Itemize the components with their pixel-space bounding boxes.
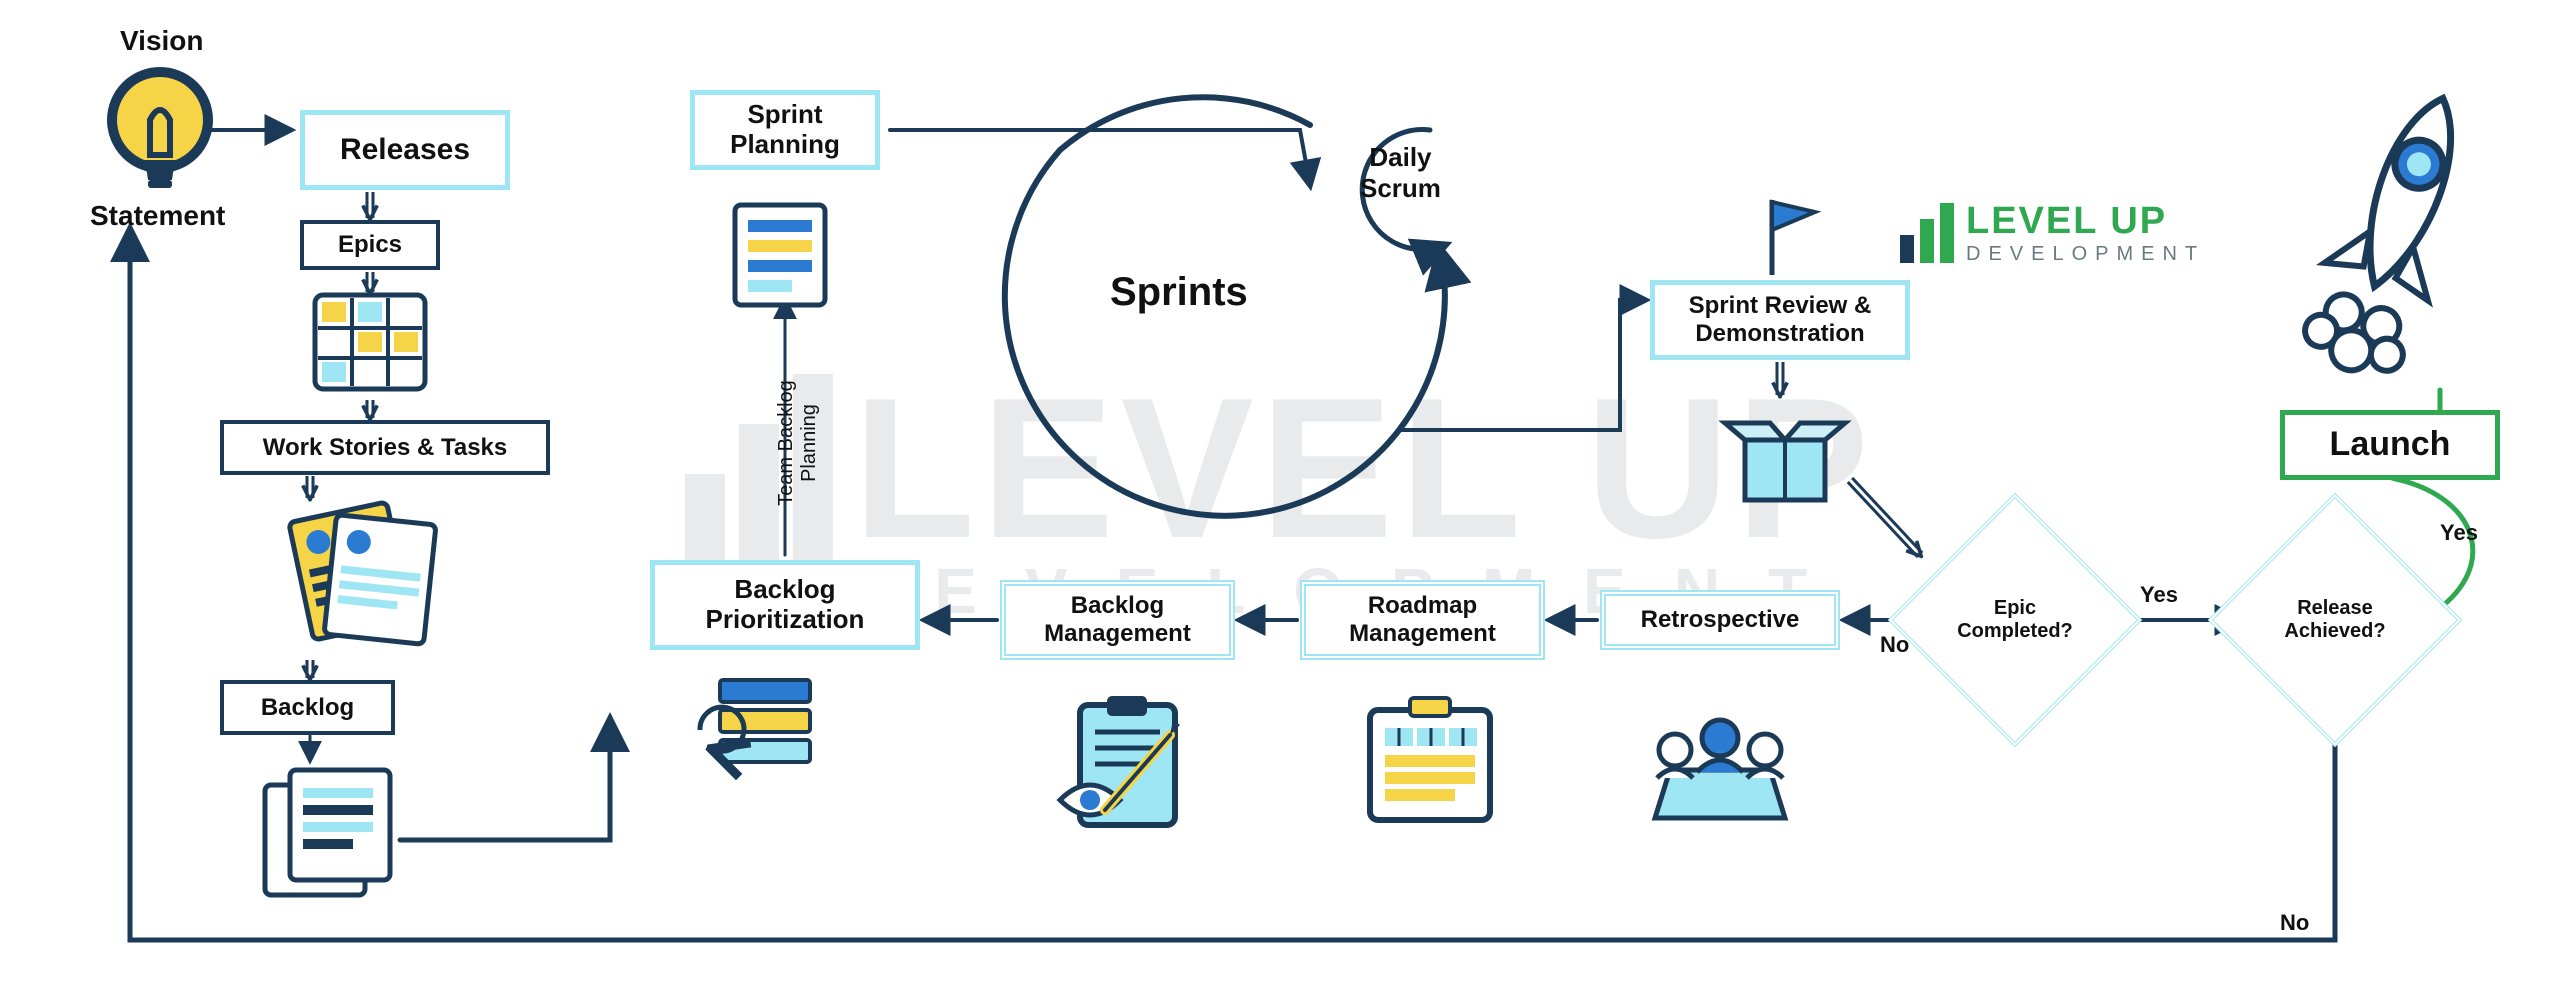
open-box-icon (1715, 385, 1855, 515)
brand-logo: LEVEL UP DEVELOPMENT (1900, 200, 2205, 266)
review-clipboard-icon (1045, 690, 1195, 840)
label-yes2: Yes (2440, 520, 2478, 546)
kanban-icon (310, 290, 430, 400)
box-backlog_mgmt: Backlog Management (1000, 580, 1235, 660)
lightbulb-icon (100, 60, 220, 200)
box-epics: Epics (300, 220, 440, 270)
box-backlog: Backlog (220, 680, 395, 735)
label-no1: No (1880, 632, 1909, 658)
priority-list-icon (690, 670, 820, 780)
box-retro: Retrospective (1600, 590, 1840, 650)
label-vision: Vision (120, 25, 204, 57)
box-roadmap_mgmt: Roadmap Management (1300, 580, 1545, 660)
label-no2: No (2280, 910, 2309, 936)
logo-line2: DEVELOPMENT (1966, 243, 2205, 266)
box-sprint_rev: Sprint Review & Demonstration (1650, 280, 1910, 360)
label-statement: Statement (90, 200, 225, 232)
decision-epic_done: Epic Completed? (1925, 530, 2105, 710)
label-yes1: Yes (2140, 582, 2178, 608)
label-team_backlog: Team Backlog Planning (775, 380, 821, 506)
label-daily_scrum: Daily Scrum (1360, 142, 1441, 204)
backlog-papers-icon (255, 760, 405, 910)
box-backlog_prio: Backlog Prioritization (650, 560, 920, 650)
box-work: Work Stories & Tasks (220, 420, 550, 475)
roadmap-board-icon (1355, 690, 1505, 840)
meeting-people-icon (1635, 700, 1805, 830)
diagram-stage: { "palette": { "navy": "#1b3a57", "cyan"… (0, 0, 2560, 1001)
box-sprint_plan: Sprint Planning (690, 90, 880, 170)
decision-rel_done: Release Achieved? (2245, 530, 2425, 710)
rocket-icon (2280, 80, 2510, 400)
label-sprints: Sprints (1110, 270, 1248, 315)
sprint-backlog-card-icon (730, 200, 830, 310)
logo-line1: LEVEL UP (1966, 200, 2205, 243)
flag-icon (1760, 190, 1830, 280)
box-releases: Releases (300, 110, 510, 190)
box-launch: Launch (2280, 410, 2500, 480)
story-cards-icon (280, 490, 430, 650)
